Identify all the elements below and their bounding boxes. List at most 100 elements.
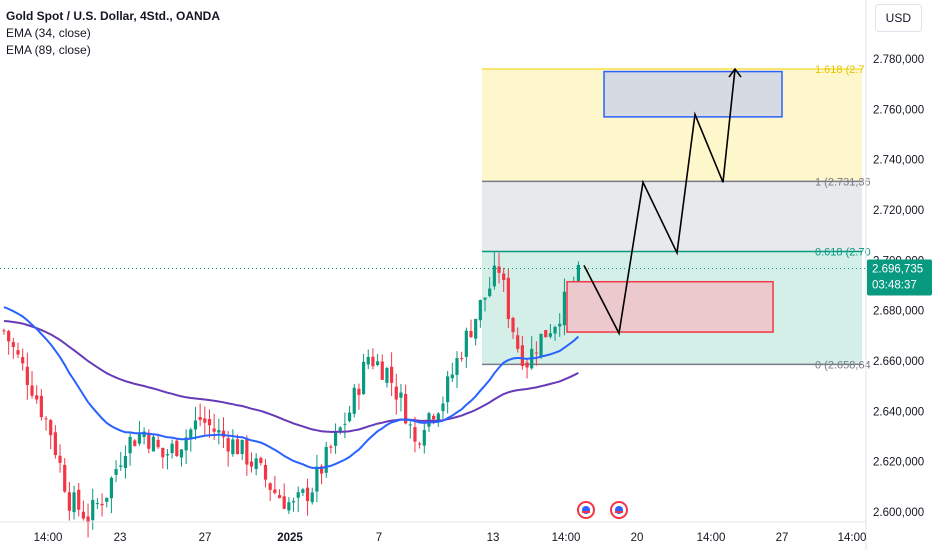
candle bbox=[534, 352, 538, 354]
countdown-timer: 03:48:37 bbox=[872, 280, 917, 292]
time-tick-label: 27 bbox=[776, 532, 789, 544]
candle bbox=[483, 297, 487, 300]
price-tick-label: 2.740,000 bbox=[873, 155, 924, 167]
candle bbox=[413, 427, 417, 442]
candle bbox=[376, 361, 380, 366]
candle bbox=[333, 431, 338, 446]
candle bbox=[404, 393, 408, 424]
candle bbox=[231, 439, 235, 455]
candle bbox=[240, 440, 244, 455]
candle bbox=[441, 403, 445, 412]
candle bbox=[184, 437, 188, 451]
candle bbox=[259, 457, 263, 464]
time-tick-label: 20 bbox=[631, 532, 644, 544]
candle bbox=[128, 436, 132, 454]
candle bbox=[347, 412, 352, 422]
candle bbox=[39, 395, 43, 418]
candle bbox=[291, 501, 296, 503]
candle bbox=[319, 466, 324, 474]
candle bbox=[7, 330, 11, 342]
candle bbox=[175, 440, 179, 456]
candle bbox=[151, 436, 156, 452]
price-tick-label: 2.600,000 bbox=[873, 507, 924, 519]
time-tick-label: 7 bbox=[376, 532, 382, 544]
candle bbox=[203, 418, 207, 423]
candle bbox=[548, 333, 552, 337]
ema89-legend[interactable]: EMA (89, close) bbox=[6, 43, 91, 57]
ema34-legend[interactable]: EMA (34, close) bbox=[6, 26, 91, 40]
fib-zone-1 bbox=[482, 181, 862, 252]
candle bbox=[72, 492, 76, 513]
candle bbox=[142, 431, 146, 438]
candle bbox=[133, 440, 137, 447]
candle bbox=[49, 420, 53, 436]
symbol-title[interactable]: Gold Spot / U.S. Dollar, 4Std., OANDA bbox=[6, 9, 221, 23]
candle bbox=[67, 492, 71, 511]
candle bbox=[161, 447, 165, 458]
time-tick-label: 14:00 bbox=[838, 532, 867, 544]
candle bbox=[226, 438, 230, 452]
candle bbox=[464, 330, 468, 357]
price-tick-label: 2.720,000 bbox=[873, 205, 924, 217]
candle bbox=[343, 423, 347, 425]
candle bbox=[263, 464, 268, 480]
candle bbox=[478, 299, 482, 321]
candle bbox=[44, 418, 48, 420]
fib-level-label: 1.618 (2.7 bbox=[815, 64, 865, 76]
candle bbox=[558, 323, 562, 327]
economic-event-icon bbox=[577, 501, 595, 519]
candle bbox=[576, 264, 581, 283]
candle bbox=[502, 273, 506, 281]
candle bbox=[418, 443, 422, 445]
price-tick-label: 2.680,000 bbox=[873, 306, 924, 318]
candle bbox=[460, 358, 464, 360]
currency-button[interactable]: USD bbox=[874, 4, 922, 32]
candle bbox=[492, 265, 496, 287]
price-tick-label: 2.660,000 bbox=[873, 356, 924, 368]
candle bbox=[156, 439, 160, 448]
chart-legend: Gold Spot / U.S. Dollar, 4Std., OANDA EM… bbox=[6, 8, 220, 59]
candle bbox=[254, 458, 258, 469]
candle bbox=[123, 456, 128, 469]
candle bbox=[114, 469, 118, 475]
candle bbox=[361, 361, 366, 395]
candle bbox=[245, 438, 249, 465]
candle bbox=[21, 357, 25, 364]
candle bbox=[450, 374, 454, 379]
candle bbox=[301, 489, 305, 493]
candle bbox=[520, 345, 524, 366]
candle bbox=[91, 499, 95, 521]
candle bbox=[474, 318, 478, 339]
fib-level-label: 0 (2.658,64 bbox=[815, 359, 871, 371]
candle bbox=[315, 466, 319, 492]
candle bbox=[95, 503, 99, 505]
candle bbox=[217, 430, 221, 433]
current-price-value: 2.696,735 bbox=[872, 264, 923, 276]
candle bbox=[516, 335, 520, 349]
time-tick-label: 2025 bbox=[277, 532, 303, 544]
candle bbox=[58, 455, 62, 463]
candle bbox=[282, 496, 286, 509]
candle bbox=[553, 326, 557, 334]
candle bbox=[165, 454, 170, 456]
candle bbox=[329, 446, 333, 448]
candle bbox=[277, 495, 282, 499]
candle bbox=[511, 317, 515, 333]
candle bbox=[100, 503, 104, 506]
candle bbox=[147, 432, 151, 449]
price-tick-label: 2.640,000 bbox=[873, 406, 924, 418]
economic-event-icon bbox=[610, 501, 628, 519]
candle bbox=[436, 413, 440, 421]
current-price-badge bbox=[867, 259, 932, 296]
candle bbox=[193, 420, 198, 430]
candle bbox=[390, 366, 394, 383]
candle bbox=[394, 386, 398, 400]
candle bbox=[235, 439, 240, 455]
candle bbox=[137, 433, 142, 444]
candle bbox=[105, 497, 109, 502]
time-tick-label: 23 bbox=[114, 532, 127, 544]
entry-box bbox=[566, 280, 774, 333]
candle bbox=[63, 464, 67, 492]
candle bbox=[357, 388, 361, 395]
